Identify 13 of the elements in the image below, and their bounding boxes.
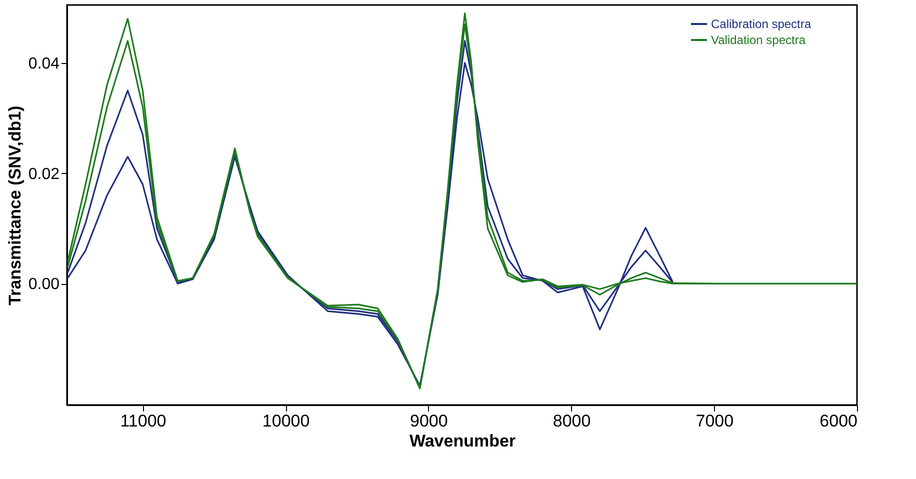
y-tick-label: 0.02 xyxy=(28,166,60,183)
legend-label: Calibration spectra xyxy=(711,17,812,31)
x-tick-label: 6000 xyxy=(820,412,858,430)
legend-label: Validation spectra xyxy=(711,33,806,47)
x-tick-label: 7000 xyxy=(696,412,734,430)
y-tick-label: 0.04 xyxy=(28,55,60,72)
y-tick-label: 0.00 xyxy=(28,276,60,294)
x-tick-label: 9000 xyxy=(410,412,448,430)
x-tick-label: 11000 xyxy=(120,412,166,430)
x-tick-label: 8000 xyxy=(552,412,591,430)
y-axis-title: Transmittance (SNV,db1) xyxy=(5,106,24,306)
x-axis-title: Wavenumber xyxy=(409,432,516,450)
x-tick-label: 10000 xyxy=(262,412,310,430)
